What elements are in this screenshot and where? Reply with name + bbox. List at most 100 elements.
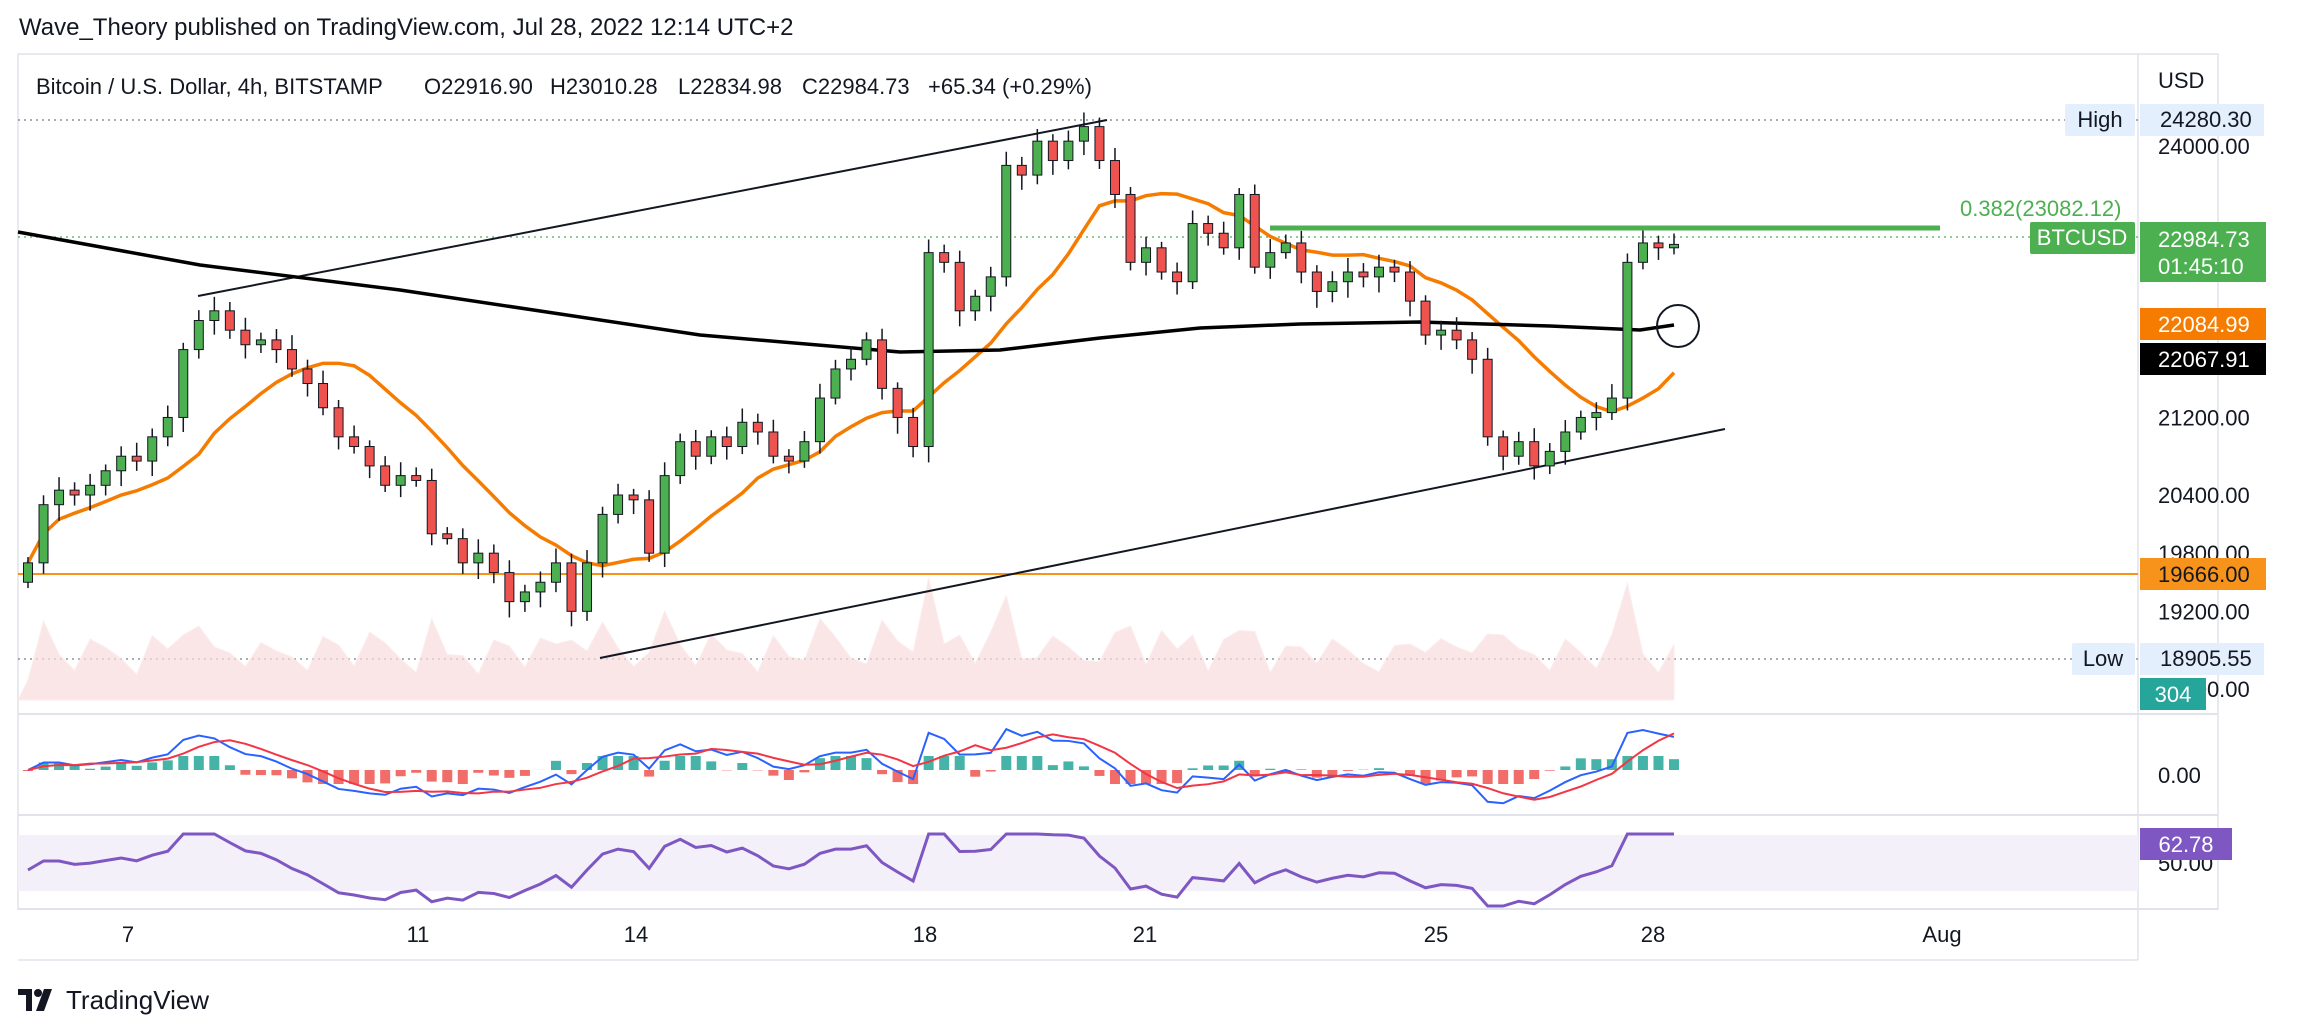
candle[interactable] [457, 528, 468, 574]
price-axis-ticks[interactable]: 24000.0021200.0020400.0019800.0019200.00… [2158, 134, 2250, 707]
candle[interactable] [1420, 295, 1431, 345]
candle[interactable] [1498, 430, 1509, 471]
candles[interactable] [23, 112, 1679, 627]
candle[interactable] [23, 557, 33, 589]
candle[interactable] [271, 329, 282, 363]
ma50-line[interactable] [26, 191, 1676, 568]
candle[interactable] [814, 383, 825, 454]
candle[interactable] [613, 483, 624, 524]
candle[interactable] [1156, 241, 1167, 280]
candle[interactable] [597, 506, 608, 578]
candle[interactable] [1591, 402, 1602, 431]
candle[interactable] [100, 464, 111, 496]
candle[interactable] [504, 560, 515, 618]
candle[interactable] [193, 310, 204, 359]
candle[interactable] [54, 477, 65, 521]
candle[interactable] [768, 419, 779, 464]
candle[interactable] [349, 425, 360, 454]
candle[interactable] [954, 250, 965, 327]
candle[interactable] [1653, 235, 1664, 260]
candle[interactable] [783, 449, 794, 474]
candle[interactable] [830, 359, 841, 405]
candle[interactable] [1482, 347, 1493, 446]
candle[interactable] [550, 548, 561, 593]
candle[interactable] [721, 426, 732, 460]
candle[interactable] [178, 342, 189, 432]
candle[interactable] [1280, 234, 1291, 259]
candle[interactable] [970, 289, 981, 321]
legend-symbol[interactable]: Bitcoin / U.S. Dollar, 4h, BITSTAMP [36, 74, 383, 99]
candle[interactable] [255, 332, 266, 353]
candle[interactable] [1234, 188, 1245, 260]
candle[interactable] [302, 359, 313, 397]
candle[interactable] [939, 244, 950, 273]
candle[interactable] [131, 442, 142, 471]
candle[interactable] [535, 571, 546, 608]
candle[interactable] [675, 433, 686, 484]
channel-lower-line[interactable] [599, 428, 1726, 659]
candle[interactable] [706, 430, 717, 465]
candle[interactable] [737, 408, 748, 455]
candle[interactable] [286, 335, 297, 377]
candle[interactable] [1249, 184, 1260, 274]
candle[interactable] [908, 407, 919, 458]
candle[interactable] [85, 473, 96, 511]
candle[interactable] [116, 446, 127, 487]
candle[interactable] [1389, 259, 1400, 283]
candle[interactable] [38, 495, 49, 574]
candle[interactable] [566, 553, 577, 627]
candle[interactable] [318, 370, 329, 416]
candle[interactable] [1405, 261, 1416, 317]
candle[interactable] [240, 317, 251, 359]
candle[interactable] [1637, 230, 1648, 270]
candle[interactable] [861, 332, 872, 366]
candle[interactable] [752, 413, 763, 445]
candle[interactable] [162, 405, 173, 447]
candle[interactable] [1373, 254, 1384, 293]
candle[interactable] [1125, 187, 1136, 271]
candle[interactable] [1529, 428, 1540, 480]
candle[interactable] [985, 266, 996, 312]
candle[interactable] [426, 468, 437, 546]
candle[interactable] [690, 429, 701, 470]
candle[interactable] [1622, 253, 1633, 411]
candle[interactable] [380, 456, 391, 492]
candle[interactable] [799, 431, 810, 468]
candle[interactable] [582, 550, 593, 621]
candle[interactable] [1544, 443, 1555, 475]
candle[interactable] [1451, 317, 1462, 350]
candle[interactable] [1467, 332, 1478, 374]
candle[interactable] [333, 399, 344, 450]
candle[interactable] [846, 346, 856, 381]
candle[interactable] [1296, 230, 1307, 284]
candle[interactable] [1016, 156, 1027, 190]
candle[interactable] [1141, 236, 1152, 276]
candle[interactable] [659, 462, 670, 568]
tradingview-logo[interactable]: TradingView [18, 980, 209, 1020]
candle[interactable] [644, 490, 655, 562]
candle[interactable] [1358, 263, 1369, 288]
candle[interactable] [628, 488, 639, 515]
candle[interactable] [473, 539, 484, 580]
candle[interactable] [1094, 117, 1105, 169]
candle[interactable] [1203, 215, 1214, 246]
candle[interactable] [1047, 134, 1058, 175]
candle[interactable] [1669, 233, 1679, 255]
candle[interactable] [519, 584, 530, 612]
candle[interactable] [395, 462, 406, 498]
candle[interactable] [1109, 147, 1120, 209]
candle[interactable] [209, 296, 220, 335]
candle[interactable] [1001, 151, 1012, 287]
candle[interactable] [1575, 410, 1586, 440]
candle[interactable] [1327, 271, 1338, 303]
candle[interactable] [1172, 262, 1183, 295]
candle[interactable] [1032, 129, 1043, 185]
circle-annotation[interactable] [1656, 304, 1700, 348]
candle[interactable] [1187, 210, 1198, 289]
candle[interactable] [1606, 384, 1617, 420]
candle[interactable] [1513, 431, 1524, 465]
candle[interactable] [1218, 221, 1229, 255]
candle[interactable] [224, 301, 235, 339]
candle[interactable] [411, 467, 422, 487]
